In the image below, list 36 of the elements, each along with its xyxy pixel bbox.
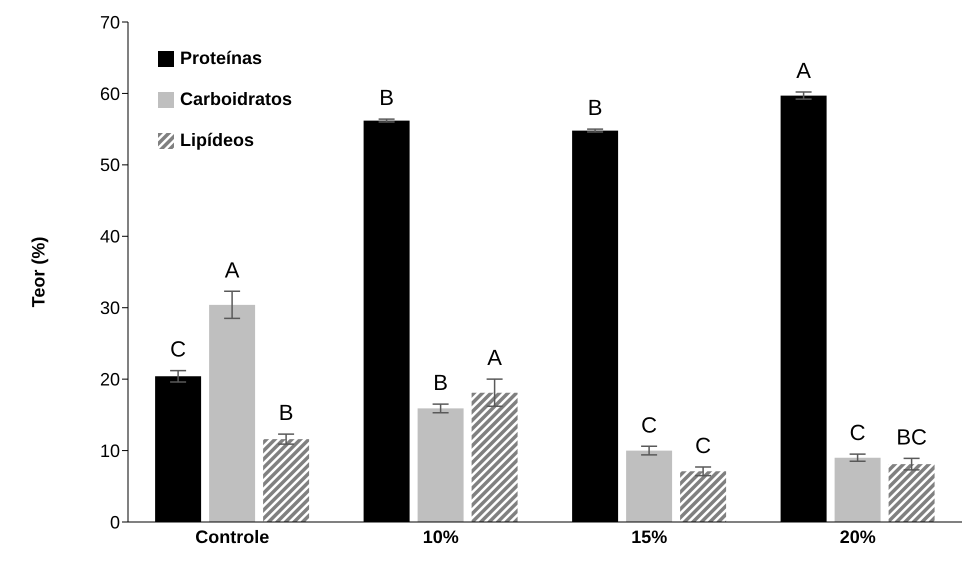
bar — [418, 408, 464, 522]
data-label: B — [278, 400, 294, 426]
bar — [834, 458, 881, 522]
data-label: C — [170, 336, 186, 362]
legend-label: Lipídeos — [180, 130, 254, 151]
bar — [680, 471, 726, 522]
data-label: BC — [896, 424, 927, 450]
x-tick-label: 10% — [422, 526, 459, 547]
data-label: B — [588, 95, 602, 120]
data-label: C — [641, 412, 658, 438]
y-tick-label: 40 — [100, 226, 120, 247]
bar — [263, 439, 310, 522]
y-tick-label: 60 — [100, 84, 120, 104]
y-tick-label: 10 — [100, 440, 120, 461]
y-tick-label: 0 — [110, 512, 120, 532]
bar — [472, 392, 518, 522]
y-tick-label: 20 — [100, 370, 120, 390]
x-tick-label: 20% — [840, 526, 876, 547]
y-tick-label: 50 — [100, 155, 120, 176]
y-tick-label: 30 — [100, 298, 120, 318]
bar — [888, 464, 935, 522]
bar — [626, 450, 672, 522]
data-label: A — [487, 345, 502, 370]
y-tick-label: 70 — [100, 12, 120, 32]
data-label: C — [850, 420, 866, 446]
data-label: B — [433, 370, 448, 396]
legend-label: Carboidratos — [180, 89, 292, 110]
x-tick-label: Controle — [195, 526, 270, 547]
bar — [209, 304, 256, 522]
data-label: B — [379, 85, 394, 110]
data-label: C — [695, 433, 712, 458]
y-axis-title: Teor (%) — [28, 236, 48, 308]
data-label: A — [224, 257, 240, 282]
data-label: A — [796, 58, 812, 83]
legend-label: Proteínas — [180, 48, 262, 69]
x-tick-label: 15% — [631, 526, 668, 547]
